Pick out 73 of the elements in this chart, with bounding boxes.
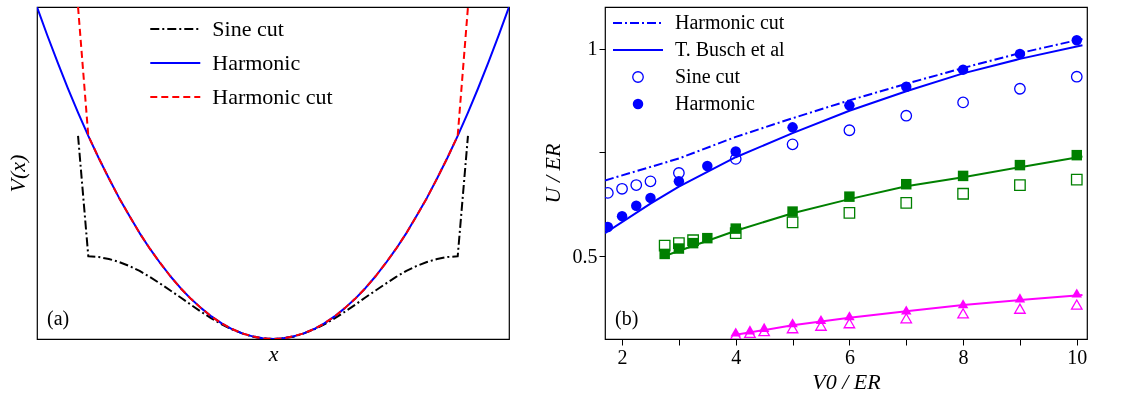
point bbox=[673, 243, 685, 254]
point bbox=[1014, 293, 1026, 303]
point bbox=[787, 206, 798, 217]
point bbox=[786, 138, 799, 151]
legend-label: Harmonic cut bbox=[675, 11, 785, 33]
y-tick-label: 0.5 bbox=[572, 244, 598, 267]
point bbox=[957, 64, 969, 75]
point bbox=[730, 146, 741, 157]
point bbox=[787, 318, 798, 328]
point bbox=[787, 122, 798, 133]
point bbox=[645, 192, 656, 204]
x-tick-label: 2 bbox=[617, 345, 628, 368]
point bbox=[1014, 48, 1026, 60]
point bbox=[844, 311, 855, 321]
line-series bbox=[605, 37, 1084, 182]
point bbox=[1071, 149, 1083, 161]
point bbox=[1071, 34, 1083, 46]
point bbox=[843, 124, 856, 137]
point bbox=[901, 178, 912, 190]
x-tick-label: 4 bbox=[731, 345, 742, 368]
point bbox=[616, 182, 628, 195]
point bbox=[658, 239, 671, 252]
point bbox=[702, 232, 713, 244]
legend-label: Harmonic bbox=[675, 92, 756, 114]
point bbox=[900, 196, 913, 209]
x-tick-label: 6 bbox=[844, 345, 855, 368]
point bbox=[1070, 173, 1083, 186]
point bbox=[957, 308, 969, 319]
point bbox=[758, 322, 770, 332]
point bbox=[673, 176, 685, 187]
point bbox=[844, 100, 855, 111]
point bbox=[901, 81, 912, 92]
point bbox=[616, 210, 628, 222]
point bbox=[1014, 179, 1026, 191]
point bbox=[843, 206, 856, 219]
point bbox=[659, 248, 670, 260]
legend-label: Sine cut bbox=[212, 16, 284, 41]
point bbox=[644, 175, 657, 188]
point bbox=[815, 314, 827, 325]
point bbox=[631, 200, 642, 212]
x-tick-label: 8 bbox=[958, 345, 969, 368]
x-tick-label: 10 bbox=[1067, 345, 1088, 368]
point bbox=[957, 299, 969, 309]
point bbox=[1014, 303, 1026, 314]
annotation: (b) bbox=[615, 307, 639, 330]
point bbox=[900, 109, 913, 122]
point bbox=[729, 227, 742, 240]
point bbox=[630, 179, 643, 191]
point bbox=[1014, 159, 1026, 171]
x-axis-title: V0 / ER bbox=[812, 368, 882, 394]
point bbox=[786, 216, 799, 229]
point bbox=[702, 160, 713, 172]
point bbox=[730, 223, 741, 234]
x-axis-title: x bbox=[267, 340, 279, 366]
point bbox=[1014, 82, 1026, 95]
y-axis-title: V(x) bbox=[4, 154, 30, 193]
point bbox=[1070, 70, 1083, 83]
y-tick-label: 1 bbox=[587, 37, 598, 59]
point bbox=[605, 221, 614, 233]
legend-label: Harmonic cut bbox=[212, 84, 333, 109]
legend-label: Sine cut bbox=[675, 65, 741, 87]
point bbox=[673, 167, 685, 179]
point bbox=[957, 187, 969, 200]
point bbox=[957, 96, 969, 109]
point bbox=[729, 153, 742, 165]
point bbox=[844, 191, 855, 202]
point bbox=[1070, 299, 1083, 310]
point bbox=[900, 313, 913, 324]
point bbox=[957, 170, 969, 182]
legend-label: Harmonic bbox=[212, 50, 301, 75]
annotation: (a) bbox=[47, 307, 70, 330]
y-axis-title: U / ER bbox=[539, 143, 565, 204]
legend-label: T. Busch et al bbox=[675, 38, 786, 60]
